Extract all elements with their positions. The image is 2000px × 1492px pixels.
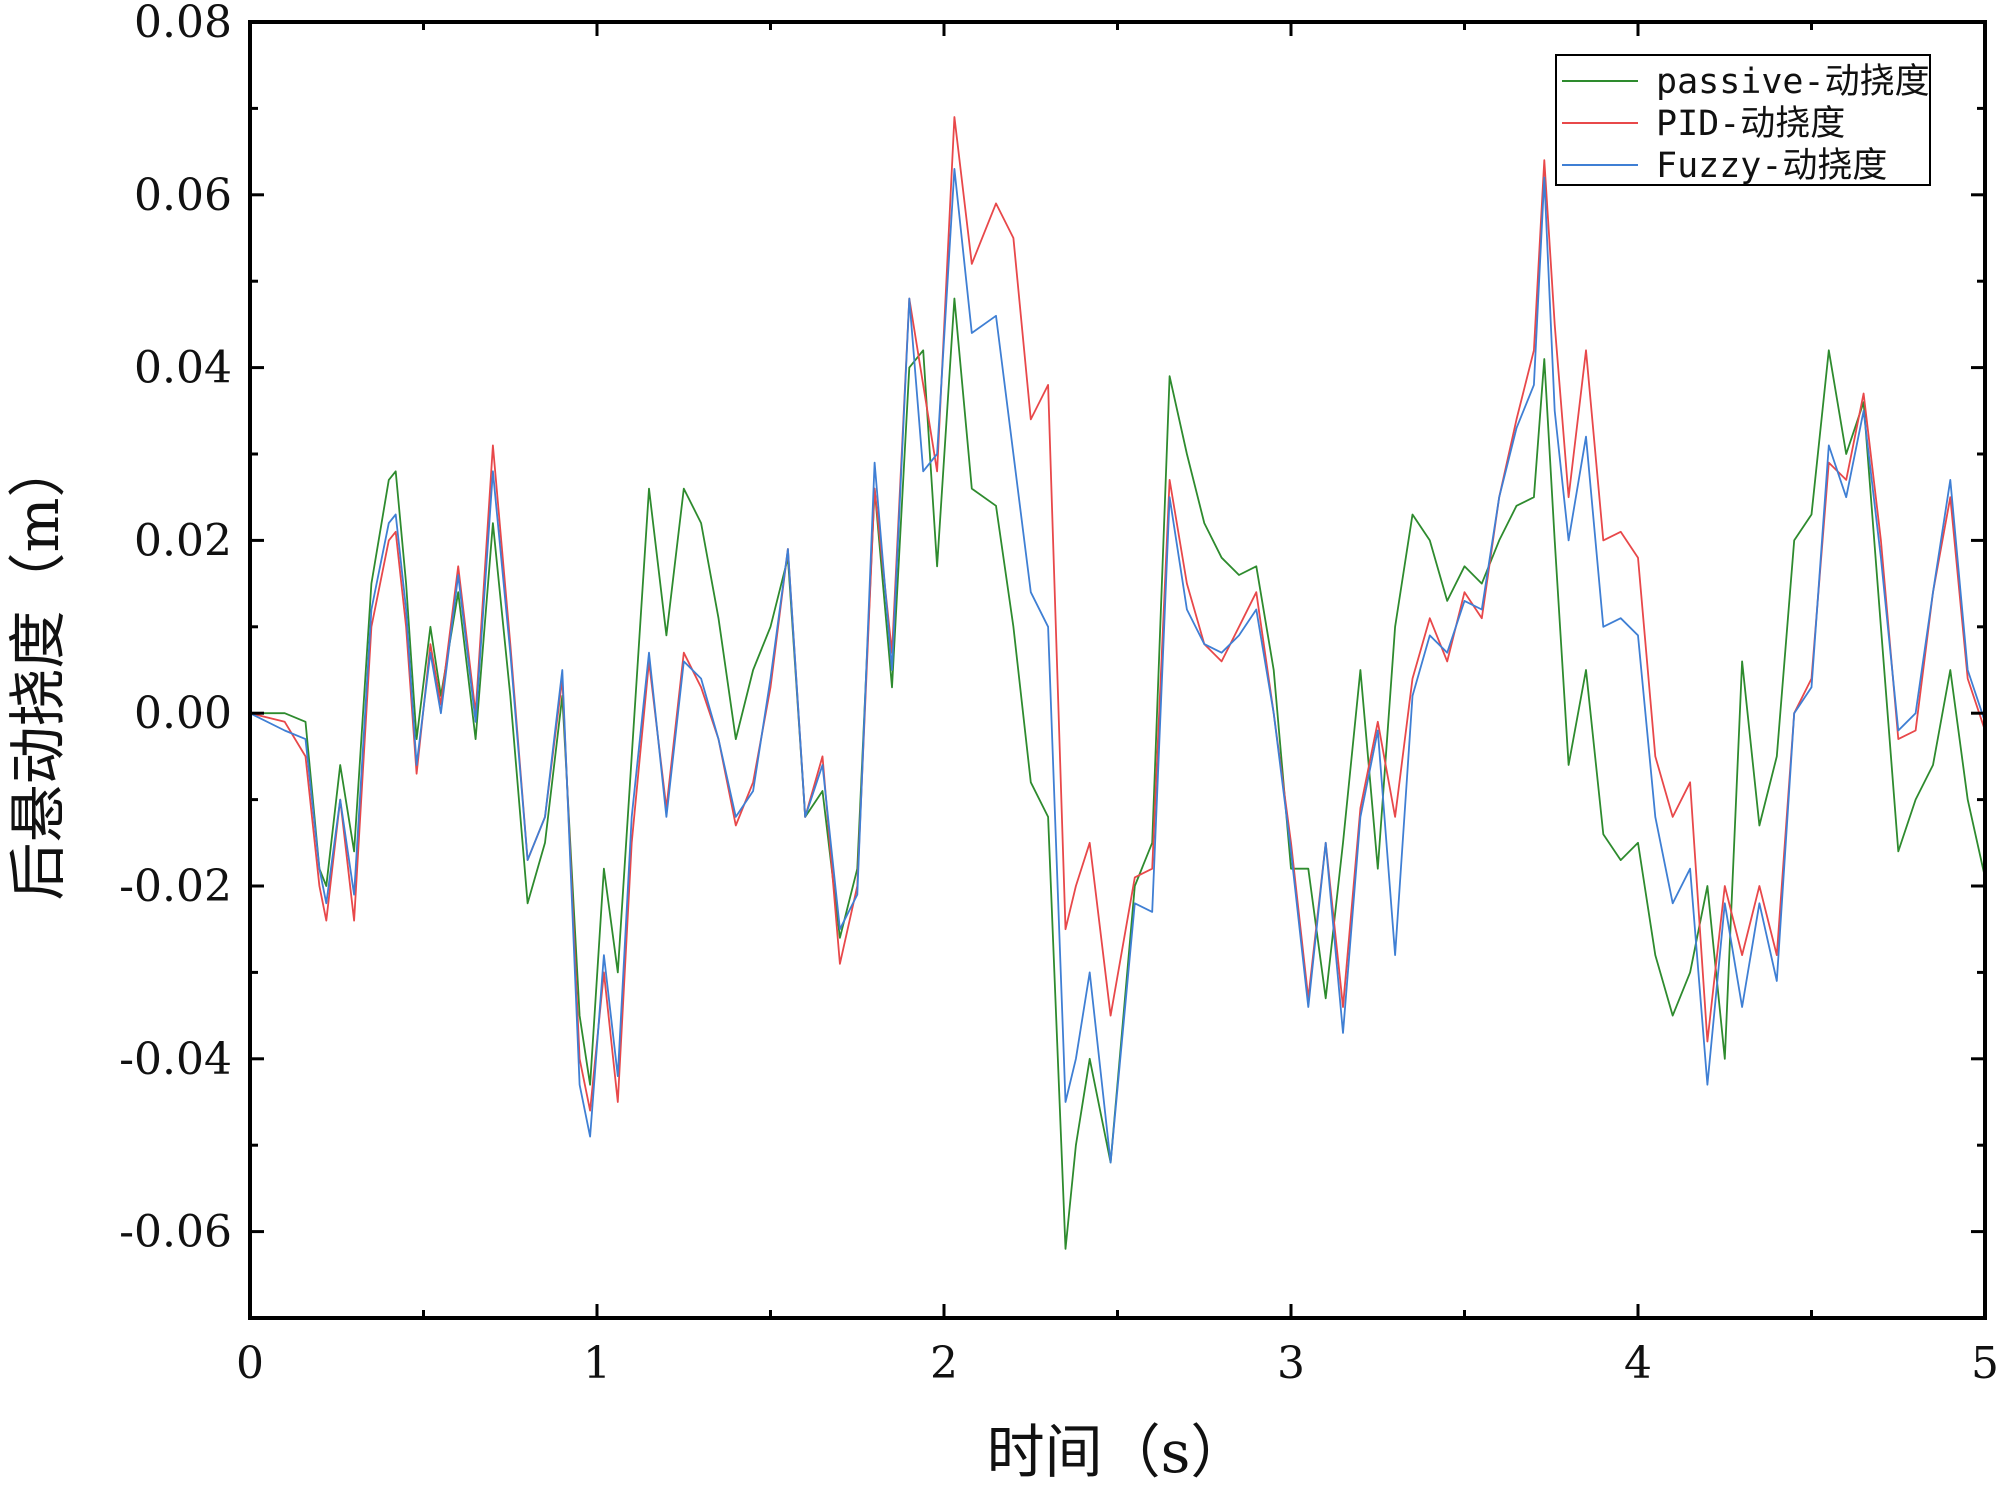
y-tick-label: -0.04 [119, 1034, 232, 1085]
x-tick-label: 5 [1971, 1338, 1999, 1389]
x-tick-label: 0 [236, 1338, 264, 1389]
legend-box [1555, 54, 1931, 186]
legend-label: passive-动挠度 [1656, 62, 1930, 102]
x-tick-label: 2 [930, 1338, 958, 1389]
series-layer [249, 116, 1986, 1250]
x-tick-label: 3 [1277, 1338, 1305, 1389]
x-tick-label: 4 [1624, 1338, 1652, 1389]
legend-label: PID-动挠度 [1656, 104, 1845, 144]
y-tick-label: -0.06 [119, 1207, 232, 1258]
y-tick-label: 0.04 [134, 343, 232, 394]
series-line-2 [249, 116, 1986, 1112]
y-tick-label: 0.08 [134, 0, 232, 48]
y-tick-label: -0.02 [119, 861, 232, 912]
x-axis-title: 时间（s） [987, 1418, 1249, 1486]
y-tick-label: 0.00 [134, 688, 232, 739]
series-line-3 [249, 167, 1986, 1164]
y-tick-label: 0.06 [134, 170, 232, 221]
plot-frame [248, 20, 1987, 1320]
series-line-1 [250, 297, 1986, 1250]
y-tick-label: 0.02 [134, 515, 232, 566]
x-tick-label: 1 [583, 1338, 611, 1389]
ticks-layer: 0 1 2 3 4 5 -0.06 -0.04 -0.02 0.00 0.02 0.04 0.06 0.0… [119, 0, 1999, 1389]
y-axis-title: 后悬动挠度（m） [4, 440, 72, 901]
legend-label: Fuzzy-动挠度 [1656, 146, 1887, 186]
